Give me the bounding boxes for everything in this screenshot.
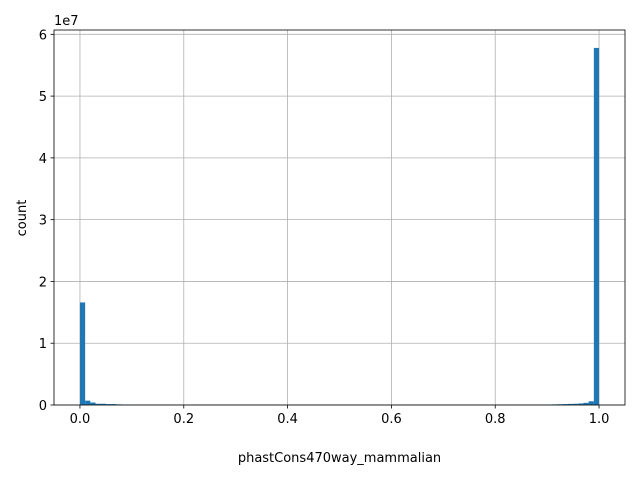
bar (583, 402, 589, 405)
y-tick-label: 3 (39, 214, 47, 229)
bar (100, 403, 106, 405)
bar (95, 403, 101, 405)
bar (578, 403, 584, 405)
y-tick-label: 4 (39, 152, 47, 167)
y-offset-label: 1e7 (54, 14, 79, 29)
x-axis-label: phastCons470way_mammalian (238, 451, 441, 466)
bar (85, 400, 91, 405)
x-tick-label: 0.8 (485, 412, 506, 427)
x-tick-label: 0.2 (173, 412, 194, 427)
y-tick-label: 2 (39, 275, 47, 290)
bar (588, 401, 594, 405)
axes-frame (53, 29, 626, 406)
x-tick-label: 1.0 (589, 412, 610, 427)
bar (79, 302, 86, 405)
bar (573, 403, 579, 405)
y-tick-label: 0 (39, 399, 47, 414)
bar (105, 404, 112, 405)
y-axis-label: count (15, 200, 30, 237)
x-tick-label: 0.4 (277, 412, 298, 427)
y-tick-label: 6 (39, 28, 47, 43)
bar (593, 47, 600, 405)
y-tick-label: 5 (39, 90, 47, 105)
bar (562, 404, 568, 405)
bar (567, 403, 574, 405)
bar (90, 402, 96, 405)
x-tick-label: 0.6 (381, 412, 402, 427)
bar (111, 404, 117, 405)
y-tick-label: 1 (39, 337, 47, 352)
x-tick-label: 0.0 (70, 412, 91, 427)
